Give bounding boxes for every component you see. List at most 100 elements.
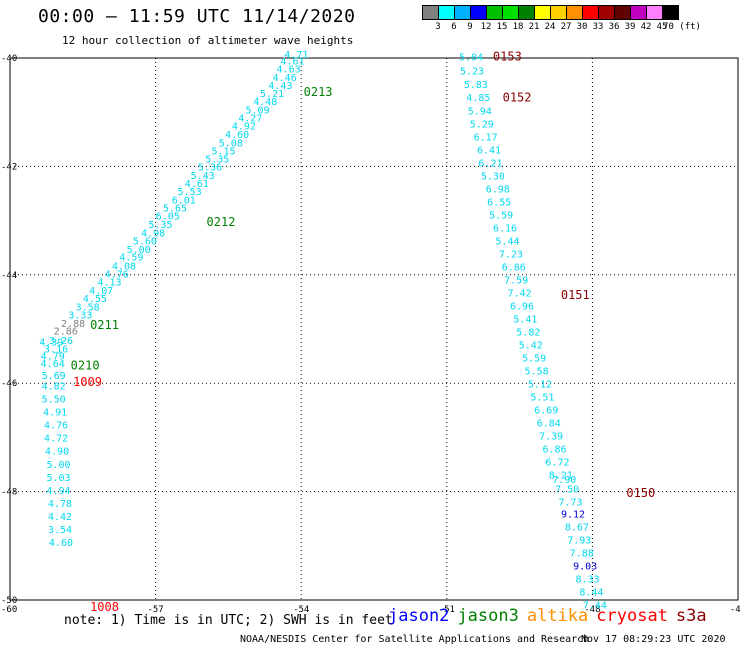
wave-height-value: 4.82 [42, 382, 66, 393]
wave-height-value: 7.50 [555, 485, 579, 496]
wave-height-value: 5.41 [513, 314, 537, 325]
wave-height-value: 6.84 [537, 419, 561, 430]
legend-label: 3 [435, 22, 441, 32]
color-legend-labels: 3 6 9 12 15 18 21 24 27 30 33 36 39 42 45 70 (ft) [0, 22, 740, 34]
wave-height-value: 3.58 [76, 303, 100, 314]
wave-height-value: 4.79 [41, 351, 65, 362]
color-legend [422, 5, 679, 20]
wave-height-value: 6.96 [510, 301, 534, 312]
wave-height-value: 6.86 [502, 262, 526, 273]
wave-height-value: 5.59 [522, 354, 546, 365]
wave-height-value: 8.44 [579, 588, 603, 599]
map-subtitle: 12 hour collection of altimeter wave hei… [62, 34, 354, 47]
wave-height-value: 4.72 [44, 434, 68, 445]
wave-height-value: 4.92 [232, 122, 256, 133]
latitude-tick-label: -40 [1, 54, 17, 64]
wave-height-value: 7.90 [552, 475, 576, 486]
wave-height-value: 4.78 [48, 499, 72, 510]
satellite-s3a: s3a [675, 606, 707, 626]
wave-height-value: 5.60 [133, 236, 157, 247]
wave-height-value: 6.05 [156, 212, 180, 223]
legend-label: 18 [512, 22, 524, 32]
wave-height-value: 3.54 [48, 525, 72, 536]
wave-height-value: 5.69 [42, 371, 66, 382]
wave-height-value: 4.71 [284, 50, 308, 61]
wave-height-value: 7.73 [559, 498, 583, 509]
wave-height-value: 5.00 [127, 245, 151, 256]
pass-time-label: 1009 [73, 375, 102, 389]
wave-height-value: 4.13 [97, 278, 121, 289]
pass-time-label: 0213 [304, 85, 333, 99]
legend-label: 12 [480, 22, 492, 32]
wave-height-value: 3.16 [44, 344, 68, 355]
wave-height-value: 4.60 [225, 130, 249, 141]
wave-height-value: 4.63 [277, 65, 301, 76]
legend-label: 24 [544, 22, 556, 32]
wave-height-value: 5.43 [191, 171, 215, 182]
longitude-tick-label: -51 [439, 605, 455, 615]
wave-height-value: 4.42 [48, 512, 72, 523]
longitude-tick-label: -45 [730, 605, 740, 615]
legend-label: 39 [624, 22, 636, 32]
longitude-tick-label: -57 [147, 605, 163, 615]
wave-height-value: 4.61 [280, 57, 304, 68]
credit-text: NOAA/NESDIS Center for Satellite Applica… [240, 634, 590, 645]
wave-height-value: 4.76 [105, 270, 129, 281]
wave-height-value: 5.42 [519, 341, 543, 352]
corner-latitude-label: -60 [1, 605, 17, 615]
wave-height-value: 6.21 [478, 158, 502, 169]
pass-time-label: 0212 [207, 215, 236, 229]
pass-time-label: 0153 [493, 50, 522, 64]
wave-height-value: 4.60 [49, 538, 73, 549]
wave-height-value: 8.33 [575, 575, 599, 586]
satellite-cryosat: cryosat [596, 606, 668, 626]
wave-height-value: 4.39 [39, 337, 63, 348]
legend-label: 42 [640, 22, 652, 32]
wave-height-value: 5.51 [530, 393, 554, 404]
latitude-tick-label: -50 [1, 596, 17, 606]
wave-height-value: 4.46 [273, 73, 297, 84]
legend-label: 30 [576, 22, 588, 32]
pass-time-label: 0152 [503, 90, 532, 104]
wave-height-value: 7.39 [539, 432, 563, 443]
wave-height-value: 5.21 [260, 89, 284, 100]
wave-height-value: 5.36 [198, 163, 222, 174]
wave-height-value: 7.59 [504, 275, 528, 286]
latitude-tick-label: -46 [1, 379, 17, 389]
wave-height-value: 5.53 [178, 187, 202, 198]
wave-height-value: 5.35 [205, 155, 229, 166]
wave-height-value: 6.17 [474, 132, 498, 143]
wave-height-value: 5.03 [46, 473, 70, 484]
wave-height-value: 5.82 [516, 328, 540, 339]
wave-height-value: 5.00 [46, 460, 70, 471]
pass-time-label: 0210 [71, 359, 100, 373]
wave-height-value: 9.03 [573, 562, 597, 573]
wave-height-value: 6.41 [477, 145, 501, 156]
wave-height-value: 4.48 [253, 97, 277, 108]
wave-height-value: 4.85 [466, 93, 490, 104]
wave-height-value: 2.86 [54, 326, 78, 337]
longitude-tick-label: -54 [293, 605, 309, 615]
wave-height-value: 4.59 [119, 253, 143, 264]
map-title: 00:00 – 11:59 UTC 11/14/2020 [38, 6, 356, 27]
generated-timestamp: Nov 17 08:29:23 UTC 2020 [581, 634, 726, 645]
pass-time-label: 1008 [90, 600, 119, 614]
wave-height-value: 4.43 [268, 81, 292, 92]
wave-height-value: 4.98 [141, 228, 165, 239]
wave-height-value: 6.55 [487, 197, 511, 208]
wave-height-value: 7.42 [508, 288, 532, 299]
wave-height-value: 7.23 [499, 249, 523, 260]
wave-height-value: 4.94 [46, 486, 70, 497]
wave-height-value: 7.93 [567, 536, 591, 547]
wave-height-value: 4.07 [89, 286, 113, 297]
legend-label: 15 [496, 22, 508, 32]
longitude-tick-label: -48 [584, 605, 600, 615]
wave-height-value: 4.61 [185, 179, 209, 190]
map-grid [9, 57, 739, 601]
wave-height-value: 5.50 [42, 395, 66, 406]
wave-height-value: 8.67 [565, 523, 589, 534]
wave-height-value: 5.65 [163, 203, 187, 214]
wave-height-value: 5.29 [470, 119, 494, 130]
pass-time-labels: 0213 0212 0211 0210 1009 1008 0153 0152 0151 0150 [71, 50, 656, 614]
